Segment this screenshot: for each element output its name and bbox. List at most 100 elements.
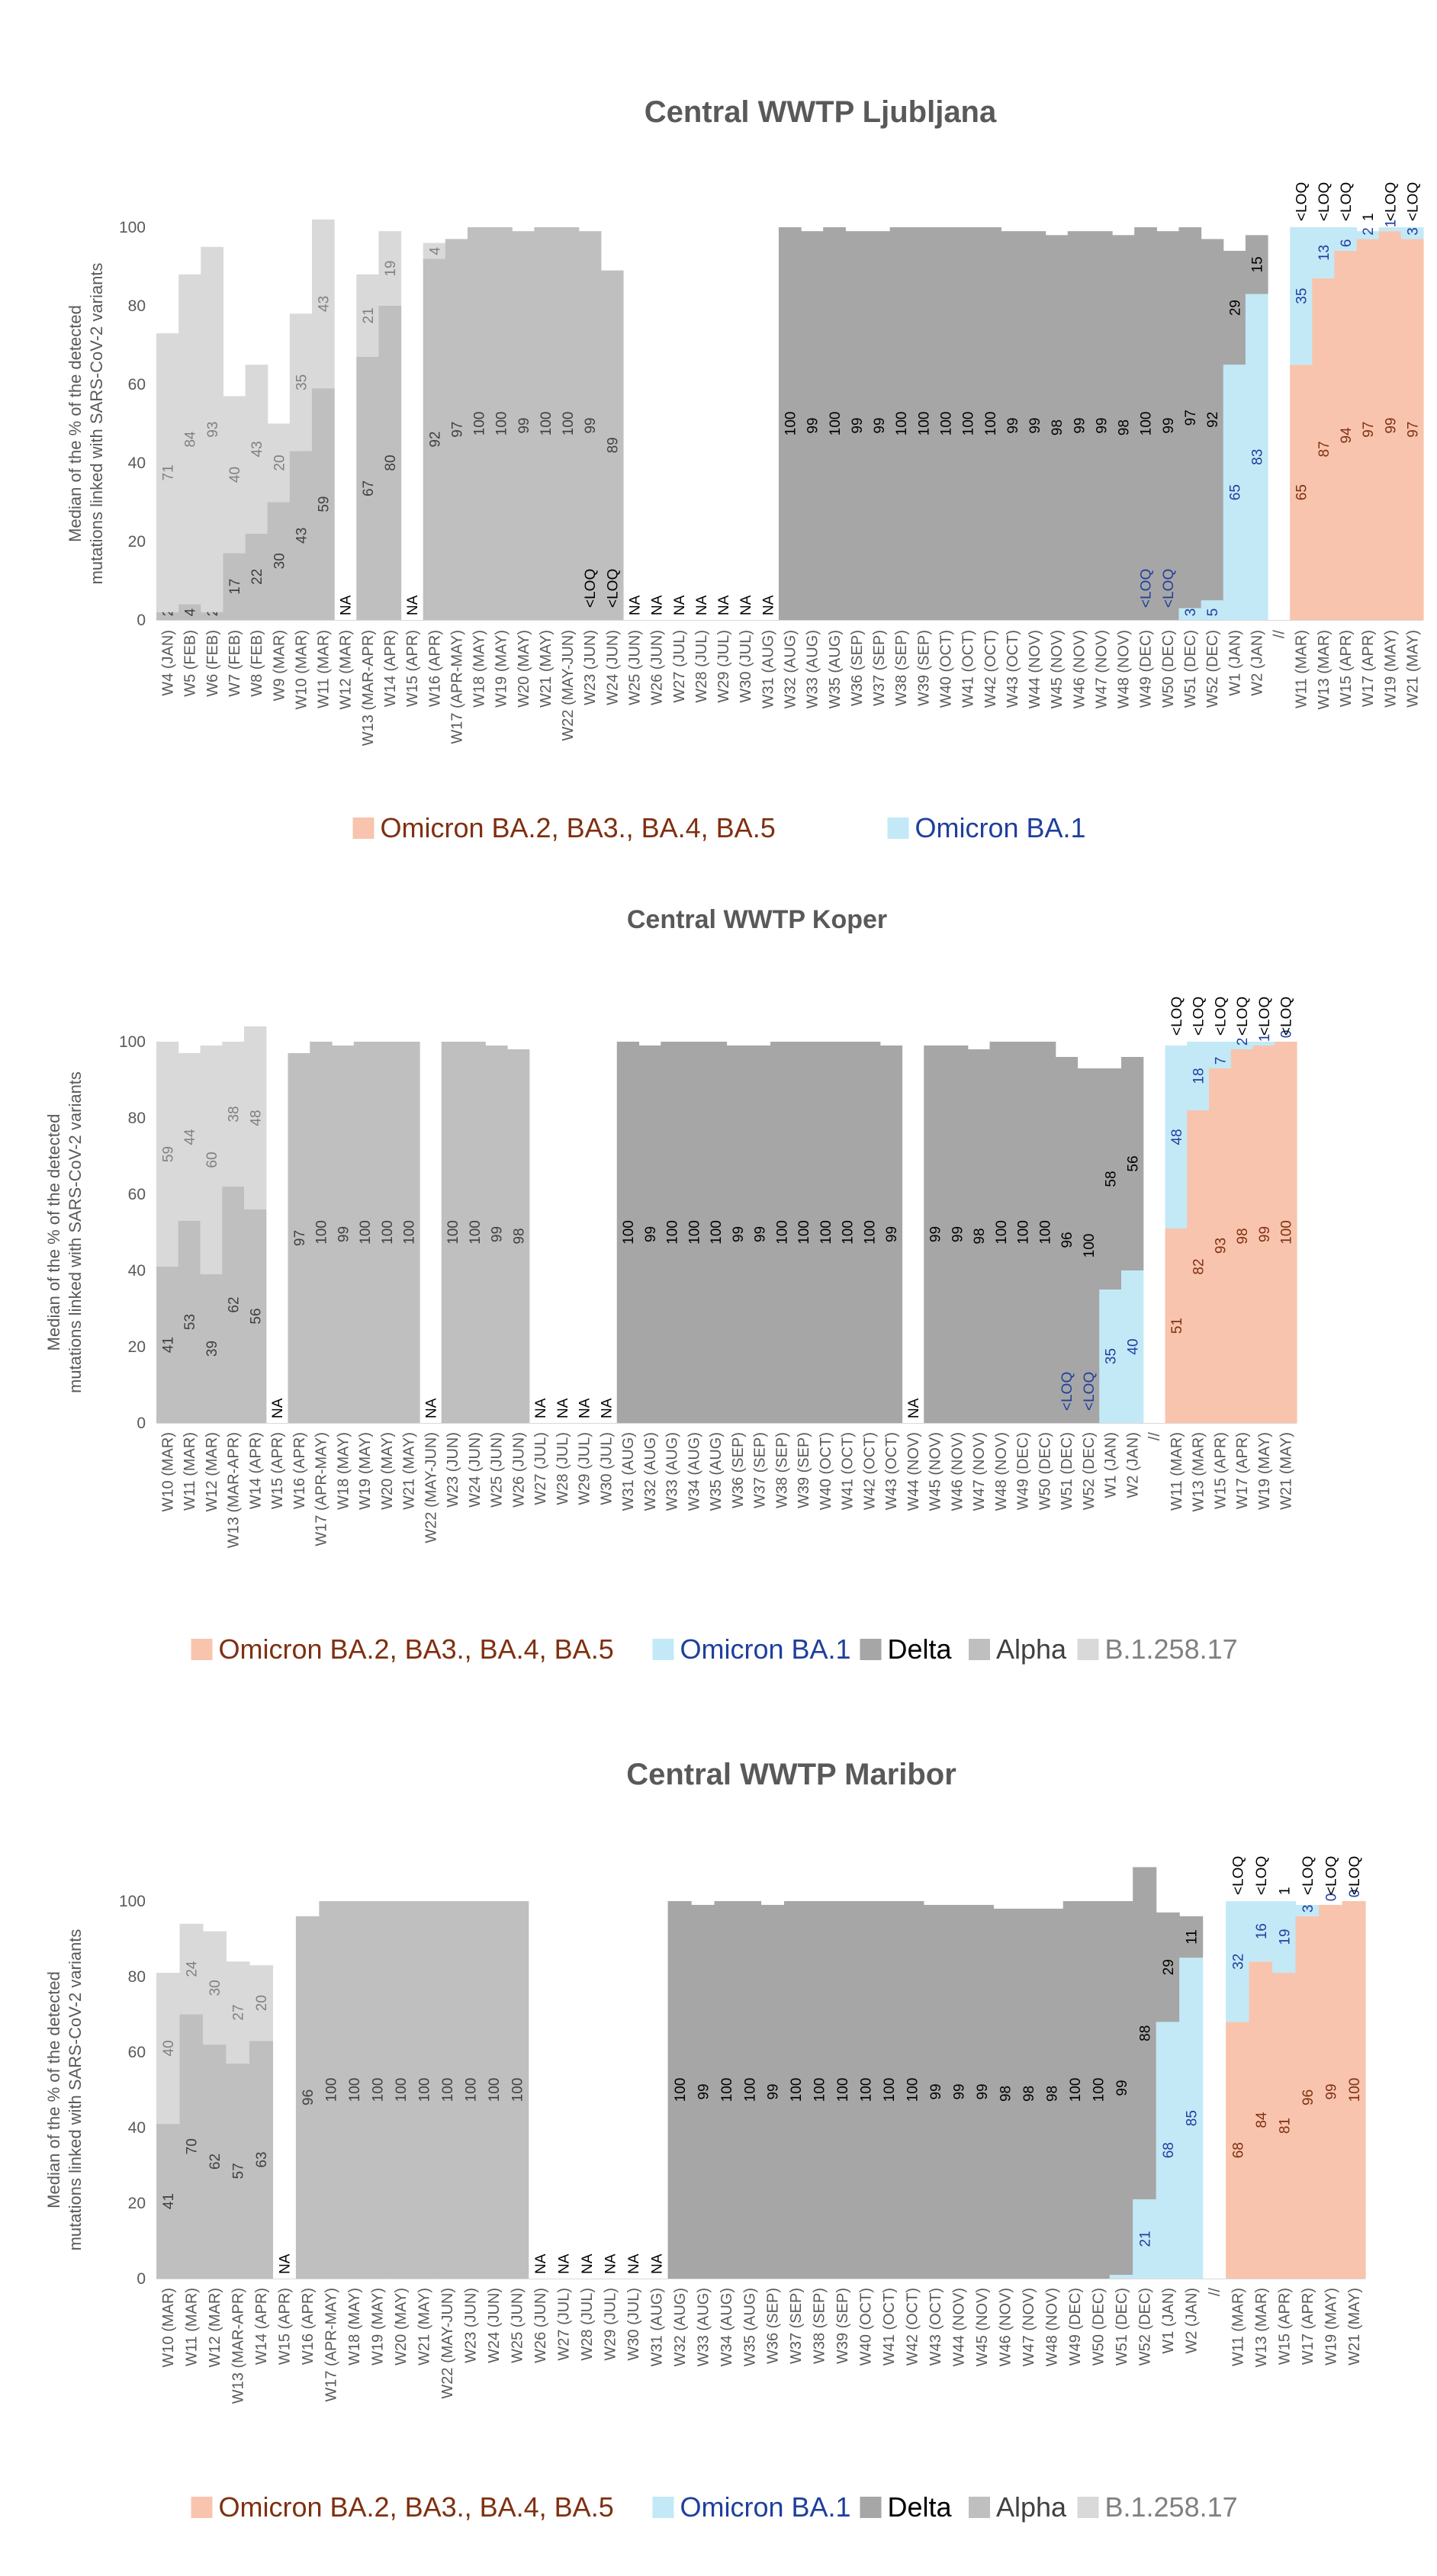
data-label: 100 — [440, 2078, 456, 2102]
x-tick-label: W46 (NOV) — [949, 1432, 966, 1511]
data-label: 1 — [1257, 1034, 1273, 1042]
bar-segment-delta — [748, 1045, 771, 1423]
data-label: 6 — [1339, 239, 1355, 248]
x-tick-label: W20 (MAY) — [393, 2288, 410, 2366]
bar-segment-b1258 — [200, 1045, 223, 1274]
x-tick-label: W13 (MAR-APR) — [230, 2288, 247, 2404]
bar-segment-alpha — [201, 612, 224, 620]
x-tick-label: W52 (DEC) — [1081, 1432, 1098, 1510]
data-label: 99 — [583, 418, 599, 434]
x-tick-label: W4 (JAN) — [160, 630, 177, 696]
data-label: 29 — [1161, 1959, 1177, 1975]
y-axis-label-line: mutations linked with SARS-CoV-2 variant… — [87, 263, 106, 585]
bar-segment-delta — [801, 231, 824, 620]
data-label: 97 — [1361, 422, 1377, 438]
bar-segment-omicron_ba2 — [1312, 278, 1336, 620]
data-label: 56 — [248, 1308, 264, 1324]
bar-segment-omicron_ba1 — [1312, 227, 1336, 278]
data-label: 7 — [1213, 1057, 1229, 1065]
data-label: 83 — [1249, 449, 1265, 465]
data-label: 98 — [1117, 419, 1133, 435]
bar-segment-alpha — [178, 1221, 201, 1423]
x-tick-label: W19 (MAY) — [370, 2288, 387, 2366]
x-tick-label: W40 (OCT) — [818, 1432, 834, 1510]
y-tick-label: 20 — [128, 2195, 146, 2212]
x-tick-label: W32 (AUG) — [783, 630, 799, 708]
y-tick-label: 40 — [128, 1262, 146, 1280]
bar-segment-delta — [1040, 1908, 1064, 2279]
x-tick-label: W10 (MAR) — [159, 1432, 176, 1511]
bar-segment-delta — [979, 227, 1001, 620]
x-tick-label: W48 (NOV) — [993, 1432, 1010, 1511]
bar-segment-alpha — [485, 1045, 508, 1423]
x-tick-label: W25 (JUN) — [627, 630, 644, 705]
x-tick-label: W17 (APR-MAY) — [323, 2288, 340, 2402]
x-tick-label: W17 (APR) — [1234, 1432, 1251, 1509]
data-label: 18 — [1191, 1068, 1207, 1084]
x-tick-label: W11 (MAR) — [1294, 630, 1310, 708]
x-tick-label: W39 (SEP) — [796, 1432, 812, 1508]
data-label: 98 — [998, 2086, 1014, 2102]
x-tick-label: W30 (JUL) — [625, 2288, 642, 2361]
data-label: 100 — [905, 2078, 921, 2102]
data-label: 30 — [207, 1980, 223, 1996]
data-label: 68 — [1230, 2142, 1246, 2158]
bar-segment-delta — [807, 1901, 831, 2279]
x-tick-label: W32 (AUG) — [672, 2288, 689, 2366]
data-label: 4 — [183, 608, 199, 616]
x-tick-label: W9 (MAR) — [271, 630, 288, 701]
data-label: 100 — [894, 412, 910, 436]
bar-segment-delta — [1089, 231, 1113, 620]
y-axis-label-line: Median of the % of the detected — [44, 1971, 63, 2208]
data-label: 99 — [805, 418, 821, 434]
y-axis-label-line: Median of the % of the detected — [66, 305, 85, 542]
bar-segment-omicron_ba2 — [1209, 1068, 1232, 1423]
bar-segment-alpha — [288, 1053, 310, 1423]
bar-segment-delta — [778, 227, 802, 620]
data-label: 99 — [1257, 1226, 1273, 1242]
data-label: 99 — [753, 1226, 769, 1242]
y-axis-label: Median of the % of the detected mutations… — [66, 263, 106, 585]
bar-segment-delta — [667, 1901, 692, 2279]
data-label: 100 — [1068, 2078, 1084, 2102]
data-label: 99 — [643, 1226, 659, 1242]
bar-segment-omicron_ba1 — [1400, 227, 1424, 239]
bar-segment-omicron_ba1 — [1356, 231, 1380, 239]
data-label: 100 — [796, 1220, 812, 1245]
bar-segment-omicron_ba1 — [1223, 365, 1246, 620]
x-tick-label: W35 (AUG) — [741, 2288, 758, 2366]
data-label: 30 — [272, 553, 288, 569]
bar-segment-omicron_ba1 — [1230, 1042, 1254, 1049]
data-label: 93 — [205, 422, 221, 438]
data-label: 98 — [511, 1228, 527, 1244]
x-tick-label: W2 (JAN) — [1124, 1432, 1141, 1498]
bar-segment-alpha — [353, 1042, 377, 1423]
top-label: <LOQ — [1339, 182, 1355, 221]
bar-segment-alpha — [600, 270, 624, 620]
top-label: 1 — [1277, 1887, 1293, 1895]
data-label: 59 — [317, 496, 333, 512]
data-label: 100 — [324, 2078, 340, 2102]
data-label: 5 — [1205, 609, 1221, 617]
x-tick-label: W21 (MAY) — [538, 630, 555, 708]
data-label: 19 — [383, 261, 399, 277]
x-tick-label: W48 (NOV) — [1116, 630, 1133, 708]
na-label: NA — [339, 595, 355, 615]
data-label: 43 — [249, 441, 265, 457]
bar-segment-omicron_ba1 — [1165, 1045, 1188, 1229]
legend-label: Alpha — [996, 1633, 1067, 1665]
x-tick-label: W42 (OCT) — [905, 2288, 921, 2366]
data-label: 100 — [1091, 2078, 1107, 2102]
data-label: 56 — [1125, 1155, 1141, 1171]
bar-segment-alpha — [556, 227, 580, 620]
data-label: 97 — [449, 422, 465, 438]
data-label: 71 — [161, 464, 177, 480]
data-label: 84 — [183, 431, 199, 448]
bar-segment-b1258 — [423, 243, 446, 259]
bar-segment-delta — [1011, 1042, 1034, 1423]
x-tick-label: // — [1207, 2288, 1223, 2297]
x-tick-label: W27 (JUL) — [532, 1432, 549, 1505]
x-tick-label: W40 (OCT) — [937, 630, 954, 708]
bar-segment-delta — [1201, 239, 1224, 601]
